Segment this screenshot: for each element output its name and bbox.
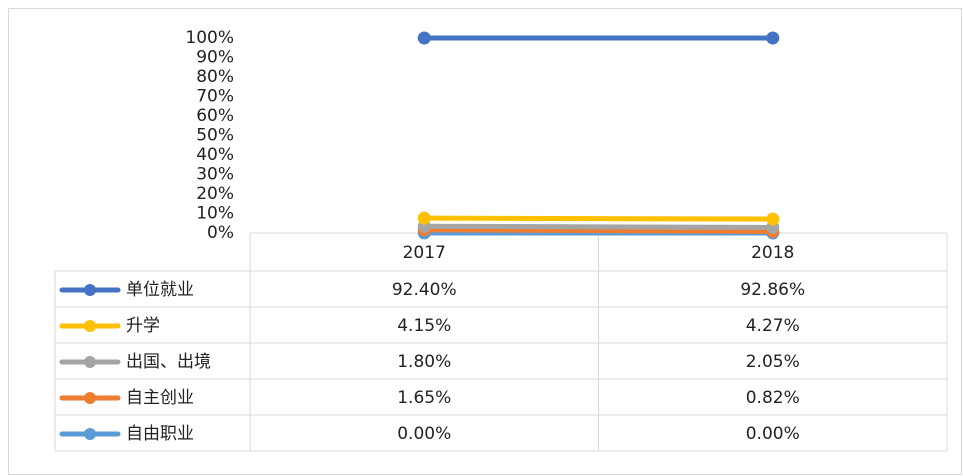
- series-marker: [417, 211, 431, 225]
- y-tick-label: 100%: [185, 28, 234, 48]
- y-tick-label: 80%: [196, 67, 234, 87]
- legend-label: 升学: [126, 316, 160, 336]
- legend-marker: [84, 392, 96, 404]
- y-tick-label: 30%: [196, 165, 234, 185]
- chart-border: [8, 8, 962, 475]
- series-line: [424, 223, 773, 230]
- value-label: 92.86%: [740, 280, 805, 300]
- value-label: 1.80%: [397, 352, 451, 372]
- y-tick-label: 20%: [196, 184, 234, 204]
- series-line: [424, 227, 773, 234]
- y-tick-label: 40%: [196, 145, 234, 165]
- value-label: 0.82%: [746, 388, 800, 408]
- value-label: 0.00%: [746, 424, 800, 444]
- y-tick-label: 0%: [207, 223, 234, 243]
- legend-marker: [84, 284, 96, 296]
- legend-label: 自主创业: [126, 388, 194, 408]
- legend-label: 自由职业: [126, 424, 194, 444]
- y-tick-label: 60%: [196, 106, 234, 126]
- series-marker: [417, 31, 431, 45]
- legend-marker: [84, 428, 96, 440]
- value-label: 2.05%: [746, 352, 800, 372]
- legend-label: 单位就业: [126, 280, 194, 300]
- legend-marker: [84, 320, 96, 332]
- series-marker: [766, 212, 780, 226]
- value-label: 1.65%: [397, 388, 451, 408]
- series-marker: [766, 31, 780, 45]
- x-tick-label: 2018: [751, 243, 794, 263]
- y-tick-label: 90%: [196, 48, 234, 68]
- legend-label: 出国、出境: [126, 352, 211, 372]
- value-label: 92.40%: [392, 280, 457, 300]
- value-label: 0.00%: [397, 424, 451, 444]
- y-tick-label: 10%: [196, 204, 234, 224]
- y-tick-label: 50%: [196, 126, 234, 146]
- x-tick-label: 2017: [403, 243, 446, 263]
- y-tick-label: 70%: [196, 87, 234, 107]
- value-label: 4.27%: [746, 316, 800, 336]
- value-label: 4.15%: [397, 316, 451, 336]
- series-line: [424, 215, 773, 222]
- legend-marker: [84, 356, 96, 368]
